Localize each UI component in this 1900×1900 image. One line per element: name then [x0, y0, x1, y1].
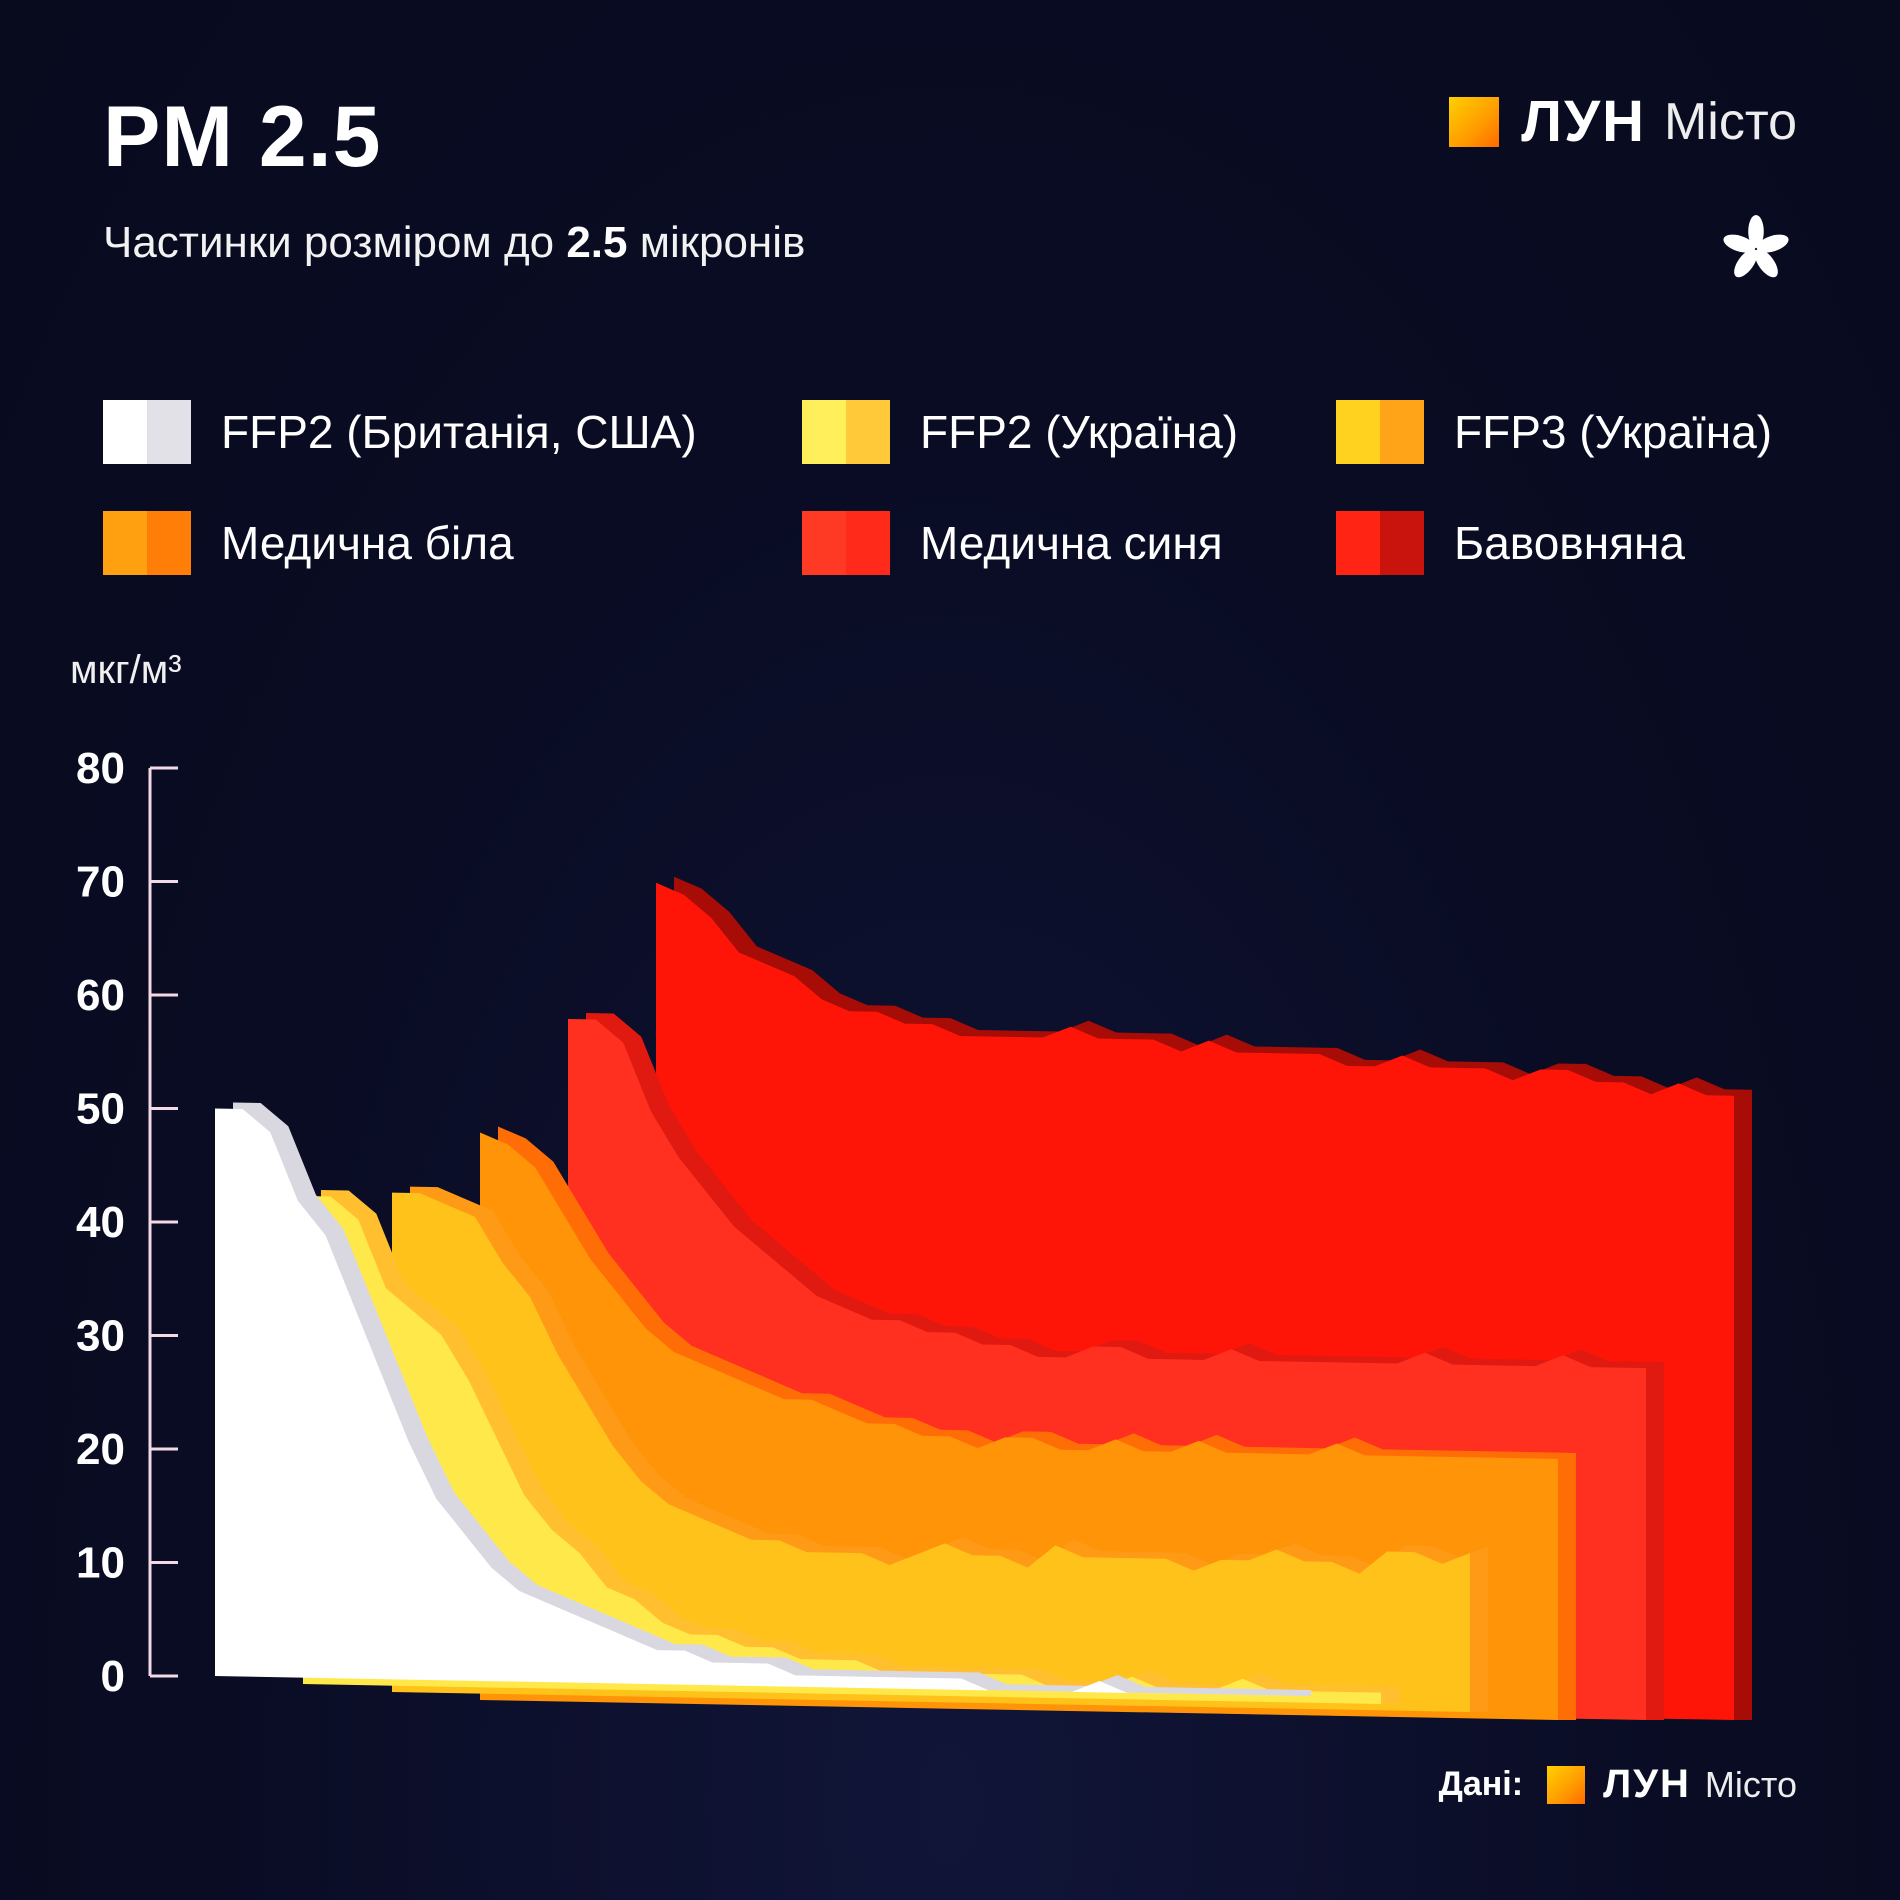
y-tick-label: 80 [76, 744, 125, 793]
y-tick-label: 70 [76, 858, 125, 907]
y-tick-label: 0 [101, 1652, 125, 1701]
series-end-cap [1646, 1362, 1664, 1720]
y-tick-label: 50 [76, 1085, 125, 1134]
y-tick-label: 40 [76, 1198, 125, 1247]
series-end-cap [1558, 1453, 1576, 1720]
source-credit: Дані: ЛУН Місто [1439, 1762, 1797, 1807]
y-tick-label: 10 [76, 1539, 125, 1588]
y-tick-label: 60 [76, 971, 125, 1020]
series-end-cap [1470, 1547, 1488, 1712]
y-tick-label: 20 [76, 1425, 125, 1474]
source-label: Дані: [1439, 1765, 1523, 1804]
source-logo-suffix: Місто [1705, 1764, 1797, 1806]
series-end-cap [1734, 1090, 1752, 1720]
source-brand-square-icon [1547, 1766, 1585, 1804]
source-logo-word: ЛУН [1603, 1762, 1691, 1807]
y-tick-label: 30 [76, 1312, 125, 1361]
